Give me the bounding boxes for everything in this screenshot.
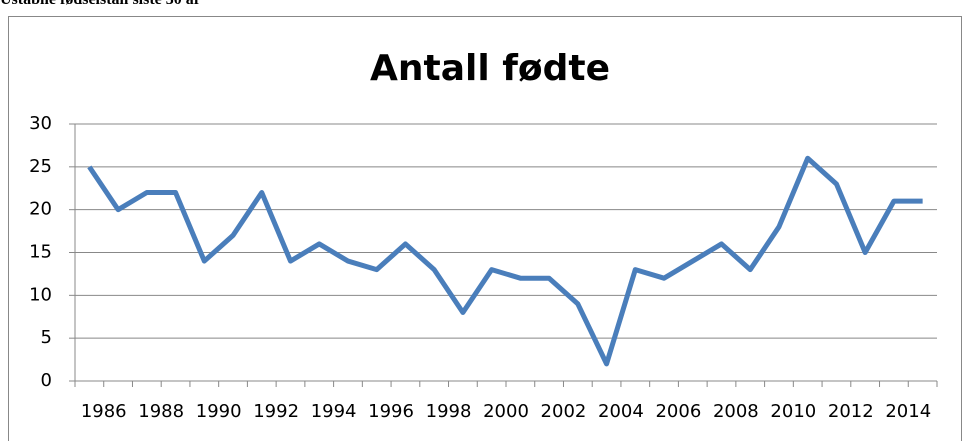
chart-title: Antall fødte xyxy=(370,48,610,89)
x-tick-label: 1998 xyxy=(426,401,472,422)
x-tick-label: 2008 xyxy=(713,401,759,422)
data-line xyxy=(87,155,923,367)
header: Ustabile fødselstall siste 30 år xyxy=(0,0,201,9)
x-tick-label: 2014 xyxy=(885,401,931,422)
x-tick-label: 2012 xyxy=(828,401,874,422)
x-tick-label: 1988 xyxy=(138,401,184,422)
y-tick-label: 20 xyxy=(29,199,52,220)
y-tick-label: 15 xyxy=(29,242,52,263)
y-tick-label: 5 xyxy=(41,327,52,348)
x-tick-label: 2000 xyxy=(483,401,529,422)
x-tick-label: 2006 xyxy=(655,401,701,422)
x-tick-label: 2002 xyxy=(541,401,587,422)
x-tick-label: 2010 xyxy=(770,401,816,422)
x-tick-label: 1992 xyxy=(253,401,299,422)
y-tick-label: 30 xyxy=(29,113,52,134)
y-tick-label: 0 xyxy=(41,370,52,391)
x-tick-label: 2004 xyxy=(598,401,644,422)
x-tick-label: 1990 xyxy=(196,401,242,422)
x-tick-label: 1994 xyxy=(311,401,357,422)
y-tick-label: 25 xyxy=(29,156,52,177)
y-tick-label: 10 xyxy=(29,284,52,305)
x-tick-label: 1986 xyxy=(81,401,127,422)
x-tick-label: 1996 xyxy=(368,401,414,422)
chart-border xyxy=(8,16,962,441)
